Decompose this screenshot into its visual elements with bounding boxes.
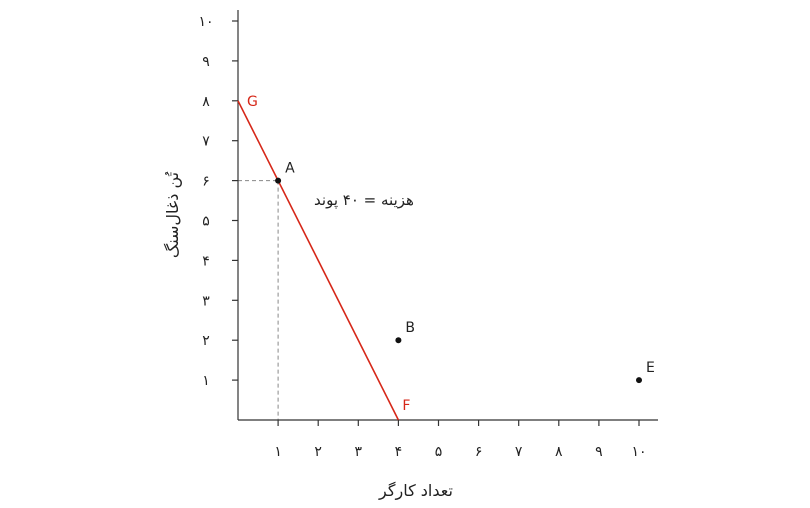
guide-lines — [238, 180, 279, 420]
y-tick-label: ۱۰ — [198, 14, 213, 30]
cost-annotation: هزینه = ۴۰ پوند — [314, 191, 414, 210]
x-tick-label: ۳ — [355, 444, 363, 460]
point-label-b: B — [405, 320, 415, 336]
point-label-a: A — [285, 161, 295, 177]
x-axis-title: تعداد کارگر — [378, 481, 453, 501]
x-tick-label: ۷ — [515, 444, 523, 460]
point-b — [395, 337, 402, 344]
y-tick-label: ۸ — [202, 94, 210, 110]
label-f: F — [402, 398, 410, 414]
y-tick-label: ۵ — [202, 214, 210, 230]
x-tick-label: ۸ — [555, 444, 563, 460]
label-g: G — [247, 94, 258, 110]
x-tick-label: ۶ — [475, 444, 483, 460]
point-e — [636, 377, 642, 384]
isocost-line-group: GF — [237, 94, 410, 421]
y-tick-label: ۲ — [202, 333, 210, 349]
y-tick-label: ۷ — [202, 134, 210, 150]
x-ticks: ۱ ۲ ۳ ۴ ۵ ۶ ۷ ۸ ۹ ۱۰ — [274, 420, 647, 460]
point-label-e: E — [646, 360, 655, 376]
x-tick-label: ۵ — [435, 444, 443, 460]
x-tick-label: ۹ — [595, 444, 603, 460]
point-a — [275, 177, 282, 184]
y-tick-label: ۱ — [202, 373, 210, 389]
y-tick-label: ۴ — [202, 253, 210, 269]
x-tick-label: ۴ — [395, 444, 403, 460]
y-axis-title: تُن ذغال‌سنگ — [163, 171, 183, 258]
isocost-line — [237, 100, 400, 421]
y-ticks: ۱ ۲ ۳ ۴ ۵ ۶ ۷ ۸ ۹ ۱۰ — [198, 14, 238, 389]
y-tick-label: ۳ — [202, 293, 210, 309]
y-tick-label: ۶ — [202, 174, 210, 190]
data-points: A B E — [275, 161, 655, 384]
x-tick-label: ۲ — [314, 444, 322, 460]
axes — [237, 10, 658, 421]
x-tick-label: ۱۰ — [631, 444, 646, 460]
y-tick-label: ۹ — [202, 54, 210, 70]
x-tick-label: ۱ — [274, 444, 282, 460]
